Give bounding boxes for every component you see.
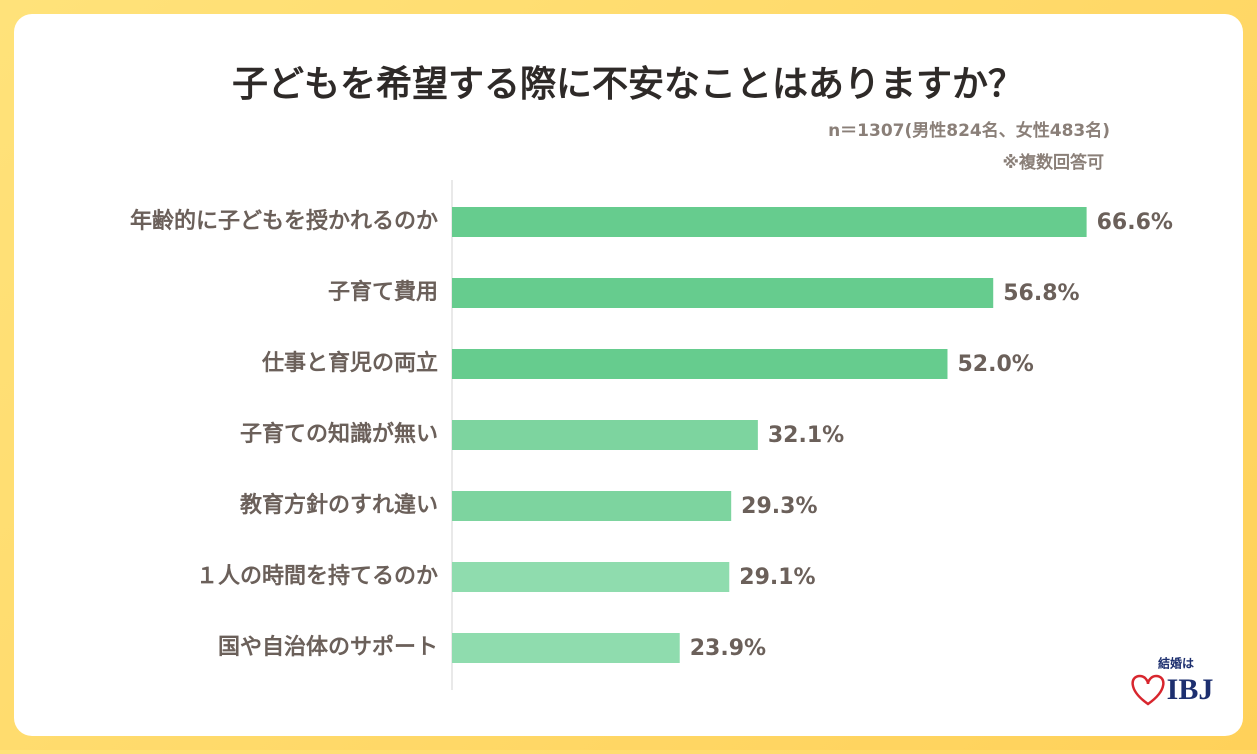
value-label: 66.6% [1097, 210, 1173, 235]
logo-heart [1131, 674, 1165, 706]
category-label: 子育て費用 [328, 279, 438, 305]
chart-note: ※複数回答可 [1002, 152, 1104, 173]
logo-tagline: 結婚は [1158, 656, 1194, 671]
category-label: １人の時間を持てるのか [196, 564, 438, 589]
value-label: 23.9% [690, 636, 766, 661]
logo-name: IBJ [1167, 673, 1214, 706]
category-label: 子育ての知識が無い [240, 421, 438, 447]
bar [452, 278, 994, 308]
chart-subtitle: n＝1307(男性824名、女性483名) [828, 120, 1110, 141]
value-label: 29.1% [739, 565, 815, 590]
category-label: 国や自治体のサポート [218, 634, 438, 660]
bar [452, 349, 948, 379]
bar [452, 420, 758, 450]
value-label: 32.1% [768, 423, 844, 448]
bar [452, 562, 730, 592]
category-label: 教育方針のすれ違い [240, 492, 438, 518]
category-label: 仕事と育児の両立 [261, 350, 438, 376]
bar [452, 491, 732, 521]
value-label: 29.3% [741, 494, 817, 519]
bar [452, 633, 680, 663]
value-label: 56.8% [1003, 281, 1079, 306]
category-label: 年齢的に子どもを授かれるのか [130, 208, 438, 234]
value-label: 52.0% [957, 352, 1033, 377]
bar [452, 207, 1087, 237]
chart-title: 子どもを希望する際に不安なことはありますか？ [232, 64, 1024, 105]
